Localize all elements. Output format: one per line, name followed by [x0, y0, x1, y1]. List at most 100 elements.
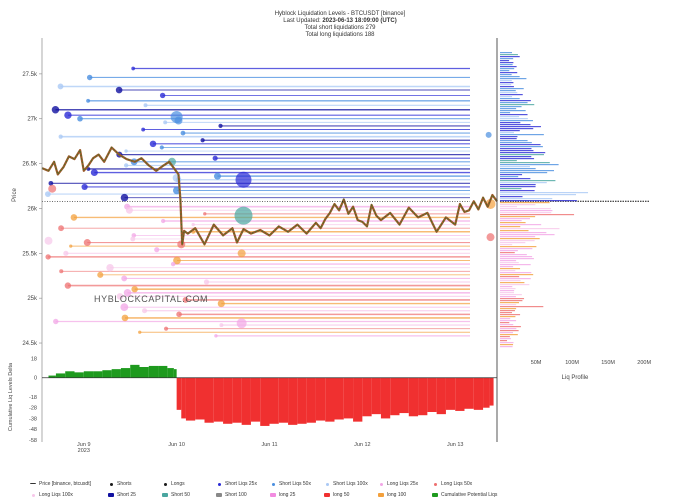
legend-row-1: Price [binance, btcusdt] Shorts Longs Short…: [30, 481, 670, 487]
highlight-liq-bubble: [236, 318, 247, 329]
long-liq-bubble: [203, 279, 210, 285]
legend-swatch: [108, 493, 114, 497]
liquidation-levels-layer: [47, 67, 470, 337]
profile-x-label: Liq Profile: [562, 375, 589, 381]
short-liq-bubble: [149, 140, 157, 148]
legend-item[interactable]: Short Liqs 50x: [270, 481, 324, 487]
liq-profile-bar: [500, 96, 513, 98]
legend-item[interactable]: Long Liqs 25x: [378, 481, 432, 487]
long-liq-bubble: [63, 250, 69, 256]
liq-profile-bar: [500, 184, 536, 186]
cumulative-delta-bar: [371, 377, 381, 415]
liq-profile-bar: [500, 224, 542, 226]
liq-profile-bar: [500, 318, 511, 320]
liq-profile-bar: [500, 146, 543, 148]
liq-profile-bar: [500, 296, 516, 298]
liq-profile-bar: [500, 108, 517, 110]
legend-item[interactable]: Longs: [162, 481, 216, 487]
liq-profile-bar: [500, 102, 528, 104]
legend-swatch: [272, 482, 275, 486]
liq-profile-bar: [500, 158, 535, 160]
legend-item[interactable]: Short 25: [108, 492, 162, 498]
cumulative-delta-bar: [343, 377, 354, 419]
liq-profile-bar: [500, 72, 518, 74]
liq-profile-bar: [500, 58, 514, 60]
legend: Price [binance, btcusdt] Shorts Longs Short…: [30, 481, 670, 498]
short-liq-bubble: [200, 138, 205, 143]
long-liq-bubble: [163, 326, 169, 331]
short-liq-bubble: [81, 183, 88, 191]
short-liq-bubble: [90, 169, 98, 177]
liq-profile-bar: [500, 232, 547, 234]
liq-profile-bar: [500, 150, 534, 152]
short-liq-bubble: [86, 98, 91, 103]
legend-item[interactable]: Shorts: [108, 481, 162, 487]
legend-item[interactable]: Short Liqs 25x: [216, 481, 270, 487]
cumulative-delta-bar: [74, 372, 84, 378]
legend-swatch: [326, 482, 329, 486]
cumulative-delta-bar: [483, 377, 490, 408]
cumulative-delta-bar: [278, 377, 289, 423]
liq-profile-bar: [500, 130, 520, 132]
legend-item[interactable]: long 100: [378, 492, 432, 498]
liq-profile-bar: [500, 272, 532, 274]
legend-item[interactable]: long 25: [270, 492, 324, 498]
legend-item[interactable]: Cumulative Potential Liqs: [432, 492, 510, 498]
short-liq-bubble: [218, 123, 223, 129]
liq-profile-bar: [500, 250, 518, 252]
liq-profile-bar: [500, 178, 531, 180]
chart-title: Hyblock Liquidation Levels - BTCUSDT [bi…: [190, 11, 490, 39]
liq-profile-bar: [500, 116, 520, 118]
cumulative-delta-bar: [148, 365, 159, 378]
liq-profile-bar: [500, 200, 577, 202]
legend-label: Short 100: [225, 492, 247, 498]
legend-item[interactable]: Long Liqs 50x: [432, 481, 486, 487]
liq-profile-bar: [500, 132, 514, 134]
legend-swatch: [432, 493, 438, 497]
liq-profile-bar: [500, 182, 547, 184]
liq-profile-bar: [500, 140, 528, 142]
liq-profile-bar: [500, 206, 518, 208]
cumulative-delta-bar: [436, 377, 446, 415]
cumulative-delta-bar: [269, 377, 279, 424]
liq-profile-bar: [500, 330, 519, 332]
legend-item[interactable]: Long Liqs 100x: [30, 492, 108, 498]
long-liq-bubble: [219, 323, 224, 328]
liq-profile-bar: [500, 332, 513, 334]
liq-profile-bar: [500, 218, 531, 220]
long-liq-bubble: [123, 289, 132, 297]
cumulative-delta-bar: [489, 377, 494, 406]
liq-profile-bar: [500, 54, 518, 56]
legend-item[interactable]: Short 100: [216, 492, 270, 498]
short-liq-bubble: [51, 106, 60, 114]
liq-profile-bar: [500, 60, 510, 62]
long-liq-bubble: [59, 269, 64, 274]
liq-profile-bar: [500, 240, 535, 242]
legend-item[interactable]: Short 50: [162, 492, 216, 498]
liq-profile-bar: [500, 112, 511, 114]
cumulative-delta-bar: [65, 371, 75, 378]
profile-layer: [500, 52, 589, 348]
liq-profile-bar: [500, 186, 536, 188]
liq-profile-bar: [500, 340, 508, 342]
liq-profile-bar: [500, 288, 516, 290]
legend-item[interactable]: Price [binance, btcusdt]: [30, 481, 108, 487]
highlight-liq-bubble: [234, 206, 253, 225]
cumulative-delta-bar: [55, 373, 66, 378]
legend-label: Long Liqs 100x: [39, 492, 73, 498]
liq-profile-bar: [500, 88, 524, 90]
liq-profile-bar: [500, 104, 535, 106]
short-liq-bubble: [131, 66, 136, 71]
delta-y-label: Cumulative Liq Levels Delta: [8, 362, 14, 431]
legend-label: long 25: [279, 492, 296, 498]
liq-profile-bar: [500, 168, 536, 170]
legend-item[interactable]: long 50: [324, 492, 378, 498]
liq-profile-bar: [500, 300, 523, 302]
legend-label: long 50: [333, 492, 350, 498]
liq-profile-bar: [500, 138, 517, 140]
legend-label: Short 50: [171, 492, 190, 498]
legend-item[interactable]: Short Liqs 100x: [324, 481, 378, 487]
legend-label: Longs: [171, 481, 185, 487]
delta-y-tick-label: 18: [31, 356, 37, 362]
liq-profile-bar: [500, 342, 514, 344]
